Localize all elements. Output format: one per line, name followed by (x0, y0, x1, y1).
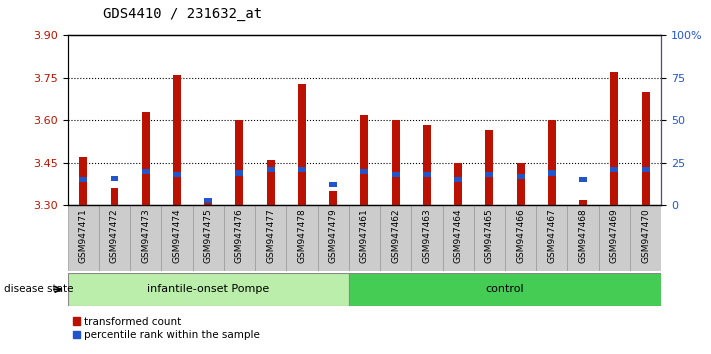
Bar (642, 92, 650, 205)
Bar (392, 120, 400, 205)
Bar (267, 167, 274, 172)
Bar (204, 202, 212, 205)
Bar (579, 200, 587, 205)
Bar (423, 125, 431, 205)
Text: GSM947463: GSM947463 (422, 209, 432, 263)
Text: GSM947476: GSM947476 (235, 209, 244, 263)
Bar (173, 172, 181, 177)
Text: GSM947467: GSM947467 (547, 209, 557, 263)
Bar (329, 191, 337, 205)
Text: GSM947461: GSM947461 (360, 209, 369, 263)
Bar (141, 169, 149, 174)
Bar (204, 198, 212, 203)
Bar (360, 169, 368, 174)
Bar (349, 273, 661, 306)
Text: GSM947468: GSM947468 (579, 209, 587, 263)
Bar (630, 205, 661, 271)
Bar (517, 174, 525, 179)
Bar (255, 205, 287, 271)
Bar (505, 205, 536, 271)
Bar (548, 171, 556, 176)
Text: GSM947469: GSM947469 (610, 209, 619, 263)
Bar (486, 130, 493, 205)
Text: infantile-onset Pompe: infantile-onset Pompe (147, 284, 269, 295)
Bar (329, 182, 337, 188)
Bar (517, 163, 525, 205)
Bar (567, 205, 599, 271)
Bar (579, 177, 587, 182)
Bar (267, 160, 274, 205)
Bar (442, 205, 474, 271)
Bar (642, 167, 650, 172)
Bar (548, 120, 556, 205)
Text: GDS4410 / 231632_at: GDS4410 / 231632_at (103, 7, 262, 21)
Text: GSM947473: GSM947473 (141, 209, 150, 263)
Legend: transformed count, percentile rank within the sample: transformed count, percentile rank withi… (73, 317, 260, 340)
Bar (161, 205, 193, 271)
Bar (599, 205, 630, 271)
Bar (141, 112, 149, 205)
Text: GSM947475: GSM947475 (203, 209, 213, 263)
Bar (235, 120, 243, 205)
Text: disease state: disease state (4, 284, 73, 295)
Text: GSM947462: GSM947462 (391, 209, 400, 263)
Text: GSM947466: GSM947466 (516, 209, 525, 263)
Bar (193, 205, 224, 271)
Bar (298, 167, 306, 172)
Text: GSM947472: GSM947472 (110, 209, 119, 263)
Bar (298, 84, 306, 205)
Bar (392, 172, 400, 177)
Bar (79, 177, 87, 182)
Bar (224, 205, 255, 271)
Bar (611, 72, 619, 205)
Bar (411, 205, 442, 271)
Text: GSM947477: GSM947477 (266, 209, 275, 263)
Text: GSM947479: GSM947479 (328, 209, 338, 263)
Bar (235, 171, 243, 176)
Bar (360, 115, 368, 205)
Bar (536, 205, 567, 271)
Bar (423, 172, 431, 177)
Bar (99, 205, 130, 271)
Bar (68, 205, 99, 271)
Text: GSM947478: GSM947478 (297, 209, 306, 263)
Bar (474, 205, 505, 271)
Text: GSM947470: GSM947470 (641, 209, 650, 263)
Bar (454, 163, 462, 205)
Text: GSM947465: GSM947465 (485, 209, 494, 263)
Bar (173, 75, 181, 205)
Bar (68, 273, 349, 306)
Bar (349, 205, 380, 271)
Text: GSM947471: GSM947471 (79, 209, 87, 263)
Text: GSM947464: GSM947464 (454, 209, 463, 263)
Text: GSM947474: GSM947474 (172, 209, 181, 263)
Bar (380, 205, 411, 271)
Bar (454, 177, 462, 182)
Bar (611, 167, 619, 172)
Bar (79, 157, 87, 205)
Bar (287, 205, 318, 271)
Bar (110, 188, 118, 205)
Bar (110, 176, 118, 181)
Bar (486, 172, 493, 177)
Bar (130, 205, 161, 271)
Bar (318, 205, 349, 271)
Text: control: control (486, 284, 524, 295)
